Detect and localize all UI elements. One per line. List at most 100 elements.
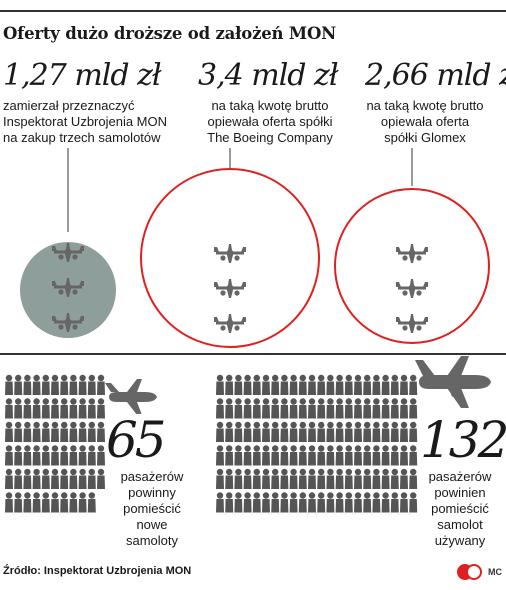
people-grid-new [5,374,105,513]
person-icon [317,421,326,442]
person-icon [317,374,326,395]
passenger-count-new: 65 [106,411,167,469]
person-icon [400,445,408,466]
amount-planned: 1,27 mld zł [3,58,162,93]
desc-boeing-line-1: na taką kwotę brutto [211,98,329,113]
person-icon [60,468,69,489]
person-icon [32,492,41,513]
person-icon [372,398,381,419]
desc-glomex: na taką kwotę brutto opiewała oferta spó… [345,98,505,146]
person-icon [243,374,252,395]
person-icon [400,492,408,513]
person-icon [298,374,307,395]
person-icon [344,398,353,419]
person-icon [280,374,289,395]
person-icon [225,421,234,442]
person-icon [289,374,298,395]
person-icon [298,492,307,513]
person-icon [41,492,50,513]
person-icon [234,445,243,466]
person-icon [335,421,344,442]
person-icon [262,445,270,466]
person-icon [78,398,87,419]
person-icon [372,374,381,395]
plane-icon [396,314,428,333]
person-icon [271,421,280,442]
person-icon [271,398,280,419]
person-icon [289,421,298,442]
person-icon [216,492,224,513]
person-icon [372,492,381,513]
person-icon [298,398,307,419]
person-icon [41,374,50,395]
person-icon [280,492,289,513]
person-icon [354,445,362,466]
person-icon [216,468,224,489]
person-icon [225,445,234,466]
person-icon [280,398,289,419]
source-note: Źródło: Inspektorat Uzbrojenia MON [3,565,192,577]
person-icon [308,492,316,513]
person-icon [5,374,13,395]
top-rule [0,10,506,12]
person-icon [69,492,78,513]
person-icon [216,421,224,442]
person-icon [262,421,270,442]
middle-rule [0,353,506,355]
person-icon [41,468,50,489]
person-icon [78,374,87,395]
person-icon [298,421,307,442]
person-icon [262,398,270,419]
passenger-text-used-line-3: pomieścić [431,501,489,516]
person-icon [51,492,59,513]
person-icon [87,421,96,442]
person-icon [51,421,59,442]
person-icon [363,421,372,442]
person-icon [326,421,335,442]
person-icon [216,398,224,419]
person-icon [409,421,418,442]
infographic-title: Oferty dużo droższe od założeń MON [3,24,337,43]
person-icon [14,374,23,395]
desc-planned-line-1: zamierzał przeznaczyć [3,98,135,113]
person-icon [5,468,13,489]
person-icon [78,421,87,442]
person-icon [23,468,32,489]
person-icon [32,468,41,489]
person-icon [51,374,59,395]
person-icon [400,468,408,489]
person-icon [87,374,96,395]
person-icon [289,398,298,419]
person-icon [243,492,252,513]
plane-icon [396,279,428,298]
person-icon [252,398,261,419]
desc-planned: zamierzał przeznaczyć Inspektorat Uzbroj… [3,98,167,146]
person-icon [409,492,418,513]
person-icon [326,374,335,395]
person-icon [317,398,326,419]
person-icon [32,398,41,419]
person-icon [381,445,390,466]
person-icon [381,492,390,513]
person-icon [326,468,335,489]
person-icon [32,421,41,442]
passenger-text-used-line-4: samolot [437,517,483,532]
plane-icon [396,244,428,263]
person-icon [78,468,87,489]
person-icon [252,374,261,395]
person-icon [308,468,316,489]
author-credit: MC [488,567,502,577]
person-icon [317,492,326,513]
airliner-icon [415,356,491,408]
person-icon [372,445,381,466]
passenger-text-used-line-1: pasażerów [428,469,492,484]
person-icon [243,421,252,442]
passenger-text-used: pasażerów powinien pomieścić samolot uży… [420,469,500,549]
passenger-text-new-line-1: pasażerów [120,469,184,484]
desc-boeing-line-3: The Boeing Company [207,130,333,145]
person-icon [326,492,335,513]
person-icon [51,468,59,489]
person-icon [97,374,105,395]
person-icon [335,374,344,395]
